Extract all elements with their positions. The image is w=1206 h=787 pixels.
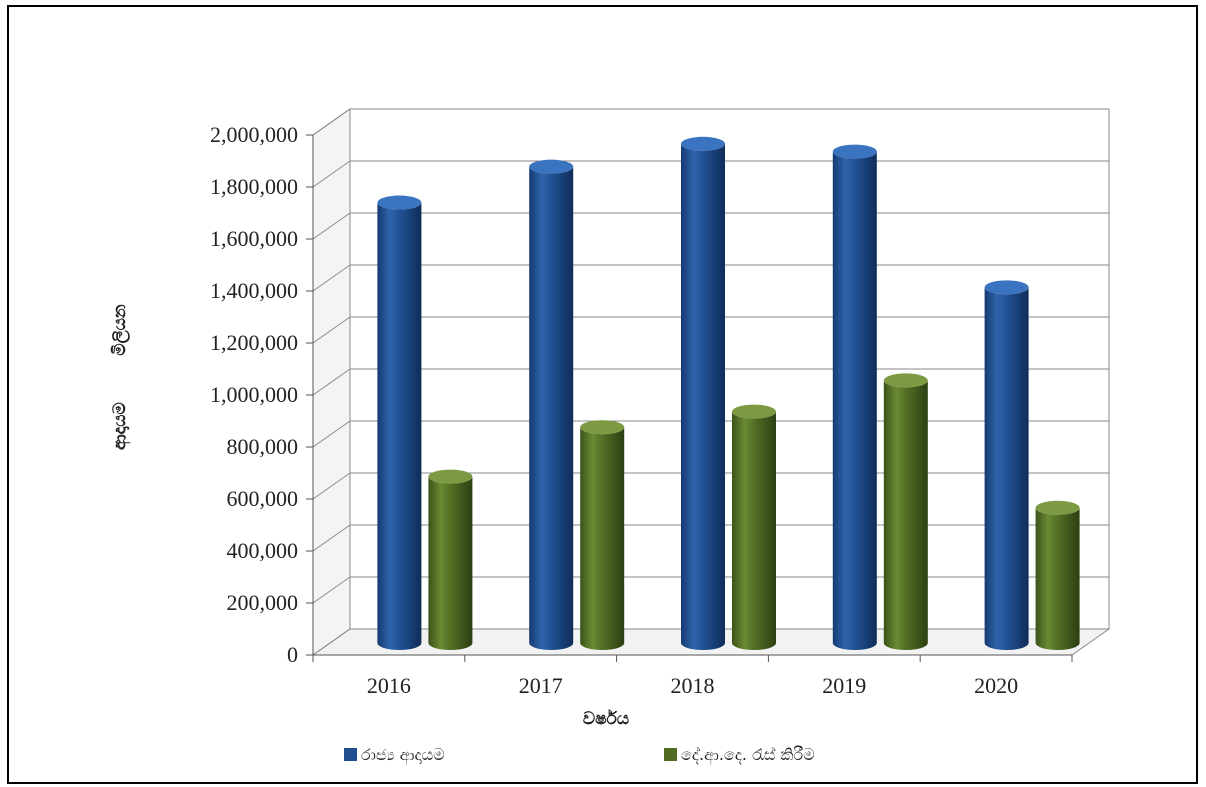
bar-series-1 (681, 143, 725, 651)
gridline-side (312, 628, 351, 656)
bar-series-2 (580, 427, 625, 650)
y-axis-title-part-2: මිලියන (110, 304, 131, 355)
bar-top-series-2 (580, 420, 625, 435)
y-tick-label: 1,000,000 (210, 382, 298, 407)
gridline-side (312, 472, 351, 500)
legend-swatch-series-1 (344, 748, 357, 761)
x-axis-ticks: 2016 2017 2018 2019 2020 (312, 654, 1073, 698)
y-tick-label: 0 (287, 642, 298, 667)
gridline-side (312, 160, 351, 188)
y-tick-label: 200,000 (227, 590, 299, 615)
bar-top-series-1 (529, 159, 574, 174)
gridline-side (312, 576, 351, 604)
bar-top-series-1 (681, 136, 725, 151)
x-tick-label: 2019 (822, 673, 866, 698)
gridline-side (312, 524, 351, 552)
x-axis-title: වර්ෂය (583, 709, 629, 729)
bar-series-2 (883, 380, 928, 650)
bar-top-series-1 (984, 280, 1029, 295)
legend-label-series-1: රාජ්‍ය ආදායම (361, 745, 445, 765)
bar-series-1 (832, 151, 877, 650)
bar-series-2 (732, 411, 776, 650)
bar-top-series-2 (428, 469, 473, 484)
bar-series-2 (1035, 507, 1080, 650)
y-tick-label: 1,800,000 (210, 174, 298, 199)
bar-top-series-1 (832, 144, 877, 159)
bar-series-2 (428, 476, 473, 650)
gridline-side (312, 316, 351, 344)
legend-label-series-2: දේ.ආ.දෙ. රැස් කිරීම (681, 745, 815, 765)
bar-top-series-2 (732, 404, 776, 419)
gridline-side (312, 420, 351, 448)
y-tick-label: 2,000,000 (210, 122, 298, 147)
x-tick-label: 2016 (367, 673, 411, 698)
bar-top-series-2 (1035, 500, 1080, 515)
gridline-side (312, 368, 351, 396)
gridline-side (312, 212, 351, 240)
bars (377, 136, 1080, 651)
bar-series-1 (984, 287, 1029, 650)
legend-swatch-series-2 (664, 748, 677, 761)
bar-top-series-1 (377, 195, 422, 210)
gridlines (312, 108, 1109, 656)
gridline-side (312, 108, 351, 136)
x-tick-label: 2017 (519, 673, 563, 698)
bar-series-1 (529, 166, 574, 650)
y-tick-label: 1,400,000 (210, 278, 298, 303)
legend: රාජ්‍ය ආදායම දේ.ආ.දෙ. රැස් කිරීම (344, 745, 815, 765)
y-tick-label: 400,000 (227, 538, 299, 563)
bar-top-series-2 (883, 373, 928, 388)
y-tick-label: 1,600,000 (210, 226, 298, 251)
bar-series-1 (377, 202, 422, 650)
x-tick-label: 2020 (974, 673, 1018, 698)
y-tick-label: 600,000 (227, 486, 299, 511)
y-tick-label: 1,200,000 (210, 330, 298, 355)
gridline-side (312, 264, 351, 292)
y-axis-ticks: 0 200,000 400,000 600,000 800,000 1,000,000 1,… (210, 122, 314, 667)
y-axis-title-part-1: ආදායම (110, 402, 131, 450)
x-tick-label: 2018 (671, 673, 715, 698)
y-tick-label: 800,000 (227, 434, 299, 459)
